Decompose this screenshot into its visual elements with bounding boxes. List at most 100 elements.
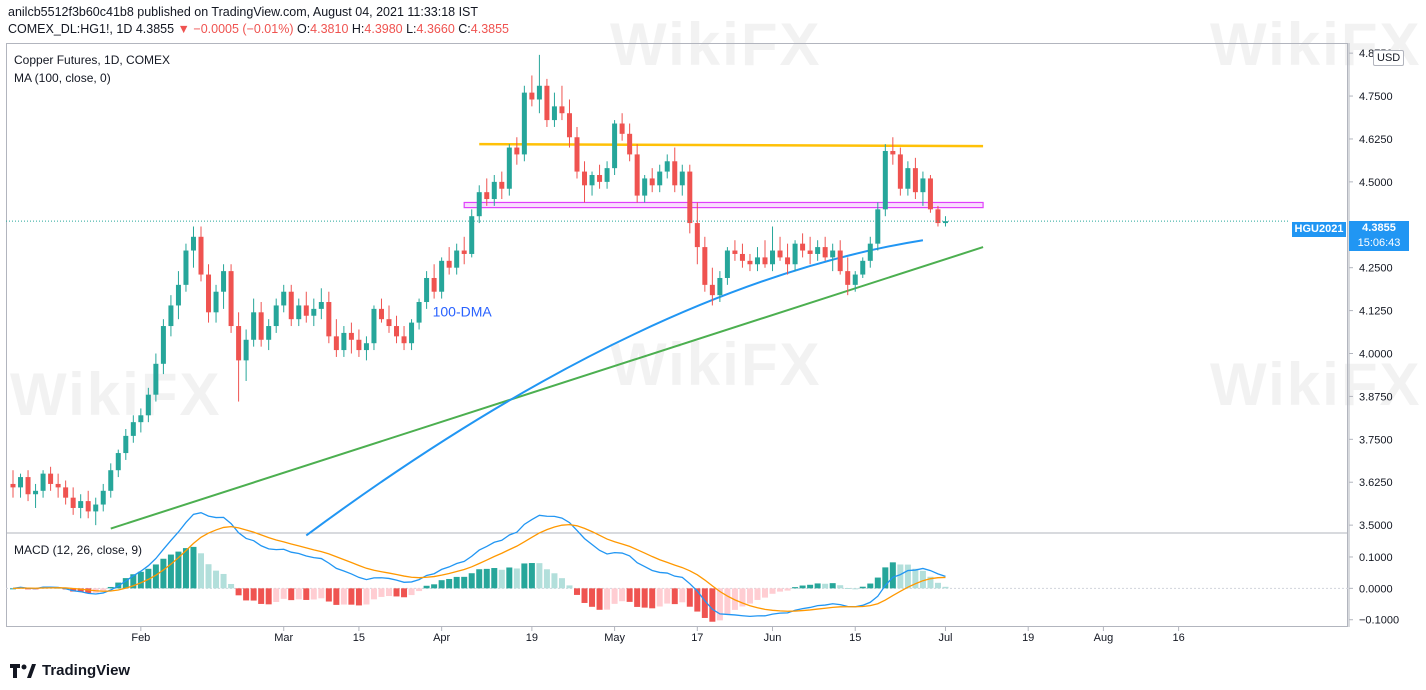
macd-histogram-bar: [641, 588, 648, 608]
macd-histogram-bar: [739, 588, 746, 607]
candle-body: [709, 284, 715, 296]
candle-body: [326, 302, 332, 337]
candle-body: [905, 168, 911, 189]
tradingview-label: TradingView: [42, 662, 131, 679]
macd-histogram-bar: [198, 553, 204, 589]
candle-body: [619, 123, 625, 134]
candle-body: [145, 394, 151, 416]
macd-histogram-bar: [107, 586, 114, 589]
macd-histogram-bar: [205, 564, 212, 589]
macd-histogram-bar: [867, 583, 874, 589]
candle-body: [845, 271, 851, 285]
candle-body: [679, 171, 685, 186]
candle-body: [589, 175, 595, 186]
x-tick-label: 16: [1172, 632, 1184, 644]
x-tick-label: Apr: [433, 632, 450, 644]
candle-body: [318, 302, 324, 309]
macd-histogram-bar: [228, 583, 235, 589]
last-price: 4.3855: [135, 22, 175, 36]
open-value: 4.3810: [310, 22, 349, 36]
candle-body: [48, 473, 54, 484]
macd-histogram-bar: [784, 588, 791, 591]
candle-body: [356, 339, 362, 351]
x-tick-label: Jun: [764, 632, 782, 644]
candle-body: [777, 250, 783, 258]
macd-histogram-bar: [491, 568, 498, 589]
chart-title: Copper Futures, 1D, COMEX: [14, 53, 171, 67]
candle-body: [536, 85, 542, 100]
candle-body: [93, 504, 99, 512]
candle-body: [394, 326, 400, 337]
candle-body: [724, 250, 730, 278]
candle-body: [529, 92, 535, 100]
macd-histogram-bar: [85, 588, 92, 594]
candle-body: [198, 236, 204, 275]
macd-histogram-bar: [671, 588, 678, 605]
macd-tick-label: 0.1000: [1359, 552, 1393, 564]
macd-histogram-bar: [829, 583, 836, 589]
candle-body: [897, 154, 903, 189]
price-badge-value: 4.3855: [1362, 222, 1396, 234]
candle-body: [506, 147, 512, 189]
macd-histogram-bar: [468, 573, 475, 589]
macd-histogram-bar: [694, 588, 701, 612]
macd-histogram-bar: [919, 570, 926, 589]
macd-histogram-bar: [679, 588, 686, 603]
macd-histogram-bar: [340, 588, 347, 605]
macd-tick-label: 0.0000: [1359, 583, 1393, 595]
macd-histogram-bar: [130, 574, 137, 589]
candle-body: [830, 250, 836, 258]
macd-histogram-bar: [904, 564, 911, 589]
macd-histogram-bar: [483, 568, 490, 589]
candle-body: [386, 319, 392, 327]
macd-histogram-bar: [626, 588, 633, 602]
candle-body: [281, 291, 287, 306]
published-info: anilcb5512f3b60c41b8 published on Tradin…: [8, 5, 479, 19]
macd-histogram-bar: [513, 568, 520, 589]
macd-histogram-bar: [792, 587, 799, 589]
macd-histogram-bar: [521, 563, 528, 589]
candle-body: [649, 178, 655, 186]
candle-body: [228, 271, 234, 327]
macd-histogram-bar: [574, 588, 580, 595]
candle-body: [702, 247, 708, 285]
macd-histogram-bar: [167, 554, 174, 589]
x-tick-label: Mar: [274, 632, 293, 644]
y-tick-label: 3.5000: [1359, 520, 1393, 532]
macd-histogram-bar: [619, 588, 626, 602]
macd-histogram-bar: [837, 585, 844, 589]
candle-body: [168, 305, 174, 327]
x-tick-label: 19: [526, 632, 538, 644]
candle-body: [612, 123, 618, 169]
tradingview-logo[interactable]: TradingView: [10, 662, 130, 679]
ma100-label: 100-DMA: [433, 303, 493, 319]
candle-body: [566, 113, 572, 138]
macd-histogram-bar: [318, 588, 325, 599]
tradingview-icon: [10, 663, 36, 678]
candle-body: [160, 326, 166, 364]
candle-body: [491, 181, 497, 200]
candle-body: [469, 216, 475, 254]
candle-body: [642, 178, 648, 196]
high-value: 4.3980: [364, 22, 403, 36]
x-tick-label: May: [604, 632, 625, 644]
currency-badge[interactable]: USD: [1373, 50, 1405, 66]
macd-histogram-bar: [889, 562, 896, 589]
ma-legend: MA (100, close, 0): [14, 71, 111, 85]
macd-histogram-bar: [942, 586, 949, 589]
macd-histogram-bar: [498, 569, 505, 589]
macd-histogram-bar: [934, 582, 941, 589]
candle-body: [604, 168, 610, 182]
candle-body: [409, 322, 415, 344]
candle-body: [25, 477, 31, 495]
watermark: WikiFX: [610, 331, 822, 398]
candle-body: [363, 343, 369, 351]
candle-body: [875, 209, 881, 244]
candle-body: [785, 257, 791, 265]
candle-body: [800, 243, 806, 251]
x-tick-label: 17: [691, 632, 703, 644]
candle-body: [476, 192, 482, 217]
macd-histogram-bar: [634, 588, 641, 607]
candle-body: [55, 483, 61, 488]
